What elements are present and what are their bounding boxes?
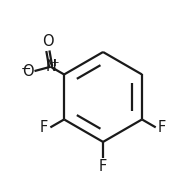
Text: +: + (51, 58, 60, 68)
Text: F: F (99, 159, 107, 174)
Text: F: F (40, 120, 48, 135)
Text: N: N (45, 59, 56, 74)
Text: O: O (42, 34, 54, 49)
Text: −: − (21, 63, 31, 76)
Text: F: F (158, 120, 166, 135)
Text: O: O (22, 64, 34, 78)
